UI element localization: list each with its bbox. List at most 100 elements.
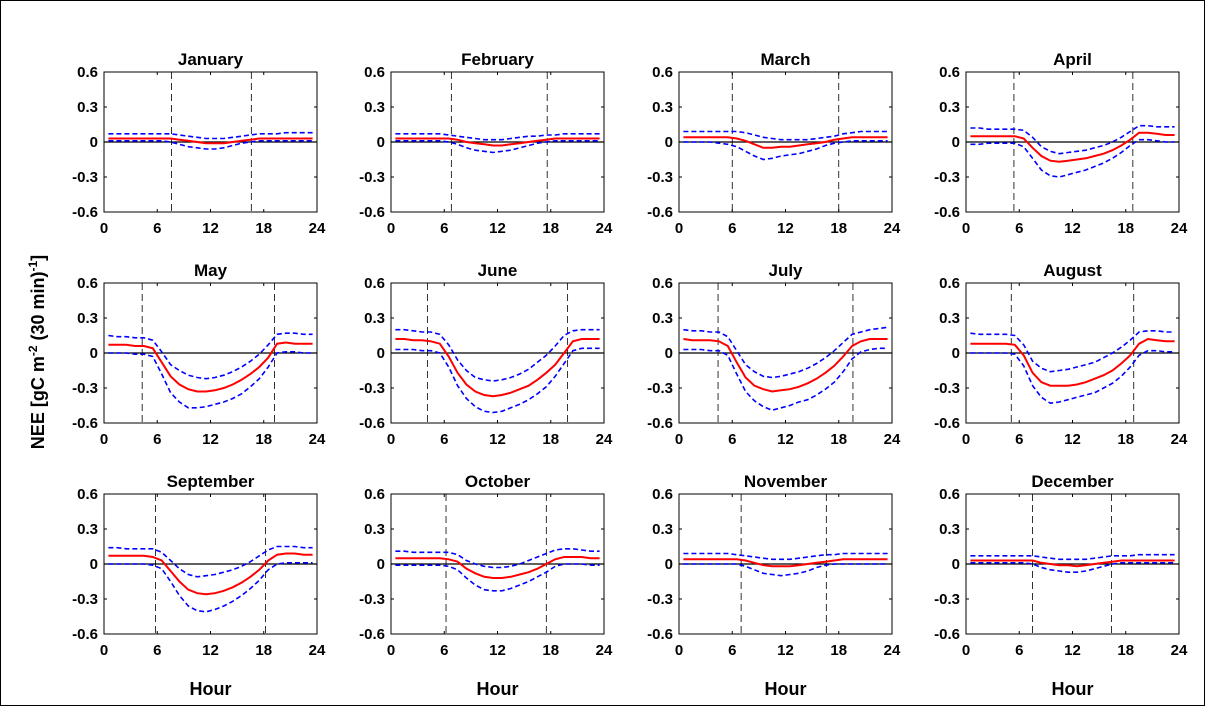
y-tick-label: -0.6 (647, 415, 673, 432)
x-tick-label: 0 (100, 642, 108, 659)
y-tick-label: 0.3 (652, 99, 673, 116)
upper-bound-line (108, 131, 313, 140)
panel-title: October (465, 472, 531, 491)
x-tick-label: 18 (255, 220, 272, 237)
y-tick-label: -0.6 (72, 204, 98, 221)
x-tick-label: 18 (542, 642, 559, 659)
mean-line (683, 558, 888, 568)
x-tick-label: 24 (1171, 431, 1188, 448)
x-tick-label: 18 (830, 220, 847, 237)
upper-bound-line (395, 133, 600, 141)
y-tick-label: 0.6 (364, 64, 385, 81)
x-tick-label: 0 (100, 431, 108, 448)
x-tick-label: 0 (962, 220, 970, 237)
x-tick-label: 6 (1015, 220, 1023, 237)
y-tick-label: 0 (90, 556, 98, 573)
lower-bound-line (108, 350, 313, 409)
y-tick-label: -0.3 (72, 169, 98, 186)
y-tick-label: 0.6 (364, 275, 385, 292)
mean-line (108, 137, 313, 145)
y-tick-label: -0.6 (359, 626, 385, 643)
lower-bound-line (395, 140, 600, 154)
x-tick-label: 24 (1171, 220, 1188, 237)
y-tick-label: 0 (665, 134, 673, 151)
x-tick-label: 6 (1015, 642, 1023, 659)
y-tick-label: 0.3 (939, 99, 960, 116)
lower-bound-line (395, 563, 600, 592)
x-tick-label: 18 (830, 431, 847, 448)
y-tick-label: -0.6 (934, 626, 960, 643)
x-tick-label: 18 (255, 431, 272, 448)
x-tick-label: 12 (489, 431, 506, 448)
y-tick-label: -0.6 (647, 204, 673, 221)
mean-line (970, 131, 1175, 163)
panel-title: November (744, 472, 828, 491)
y-tick-label: -0.3 (647, 591, 673, 608)
upper-bound-line (683, 130, 888, 141)
x-tick-label: 6 (440, 220, 448, 237)
y-tick-label: 0.3 (77, 310, 98, 327)
lower-bound-line (970, 561, 1175, 574)
upper-bound-line (395, 547, 600, 569)
x-tick-label: 12 (1064, 431, 1081, 448)
y-tick-label: 0.3 (364, 310, 385, 327)
mean-line (683, 338, 888, 393)
x-tick-label: 12 (489, 642, 506, 659)
upper-bound-line (683, 326, 888, 379)
x-axis-label: Hour (1052, 679, 1094, 699)
upper-bound-line (108, 332, 313, 380)
panel-title: March (760, 50, 810, 69)
y-tick-label: 0.6 (652, 275, 673, 292)
mean-line (395, 556, 600, 579)
y-tick-label: 0 (952, 556, 960, 573)
y-tick-label: 0 (952, 345, 960, 362)
panel-title: July (768, 261, 803, 280)
x-tick-label: 6 (153, 220, 161, 237)
x-tick-label: 0 (387, 220, 395, 237)
y-tick-label: 0.3 (364, 521, 385, 538)
x-tick-label: 12 (777, 642, 794, 659)
x-tick-label: 18 (1117, 431, 1134, 448)
mean-line (395, 338, 600, 398)
x-tick-label: 6 (728, 220, 736, 237)
y-axis-label: NEE [gC m-2 (30 min)-1] (26, 255, 48, 449)
y-tick-label: -0.3 (934, 380, 960, 397)
y-tick-label: 0.6 (652, 486, 673, 503)
upper-bound-line (970, 329, 1175, 373)
x-tick-label: 24 (596, 220, 613, 237)
x-tick-label: 18 (255, 642, 272, 659)
x-tick-label: 6 (1015, 431, 1023, 448)
x-axis-label: Hour (765, 679, 807, 699)
x-tick-label: 0 (100, 220, 108, 237)
x-tick-label: 12 (202, 642, 219, 659)
y-tick-label: -0.3 (934, 591, 960, 608)
y-tick-label: -0.6 (359, 415, 385, 432)
y-tick-label: 0.3 (364, 99, 385, 116)
panel-title: August (1043, 261, 1102, 280)
y-tick-label: -0.3 (934, 169, 960, 186)
y-tick-label: 0.3 (652, 521, 673, 538)
y-tick-label: -0.6 (359, 204, 385, 221)
y-tick-label: -0.6 (934, 415, 960, 432)
x-tick-label: 6 (440, 431, 448, 448)
x-tick-label: 0 (962, 431, 970, 448)
x-tick-label: 12 (777, 431, 794, 448)
lower-bound-line (683, 563, 888, 577)
y-tick-label: -0.3 (359, 591, 385, 608)
lower-bound-line (683, 140, 888, 161)
x-axis-label: Hour (190, 679, 232, 699)
y-tick-label: 0 (952, 134, 960, 151)
mean-line (395, 137, 600, 147)
x-tick-label: 12 (777, 220, 794, 237)
upper-bound-line (970, 124, 1175, 155)
panel-title: May (194, 261, 228, 280)
